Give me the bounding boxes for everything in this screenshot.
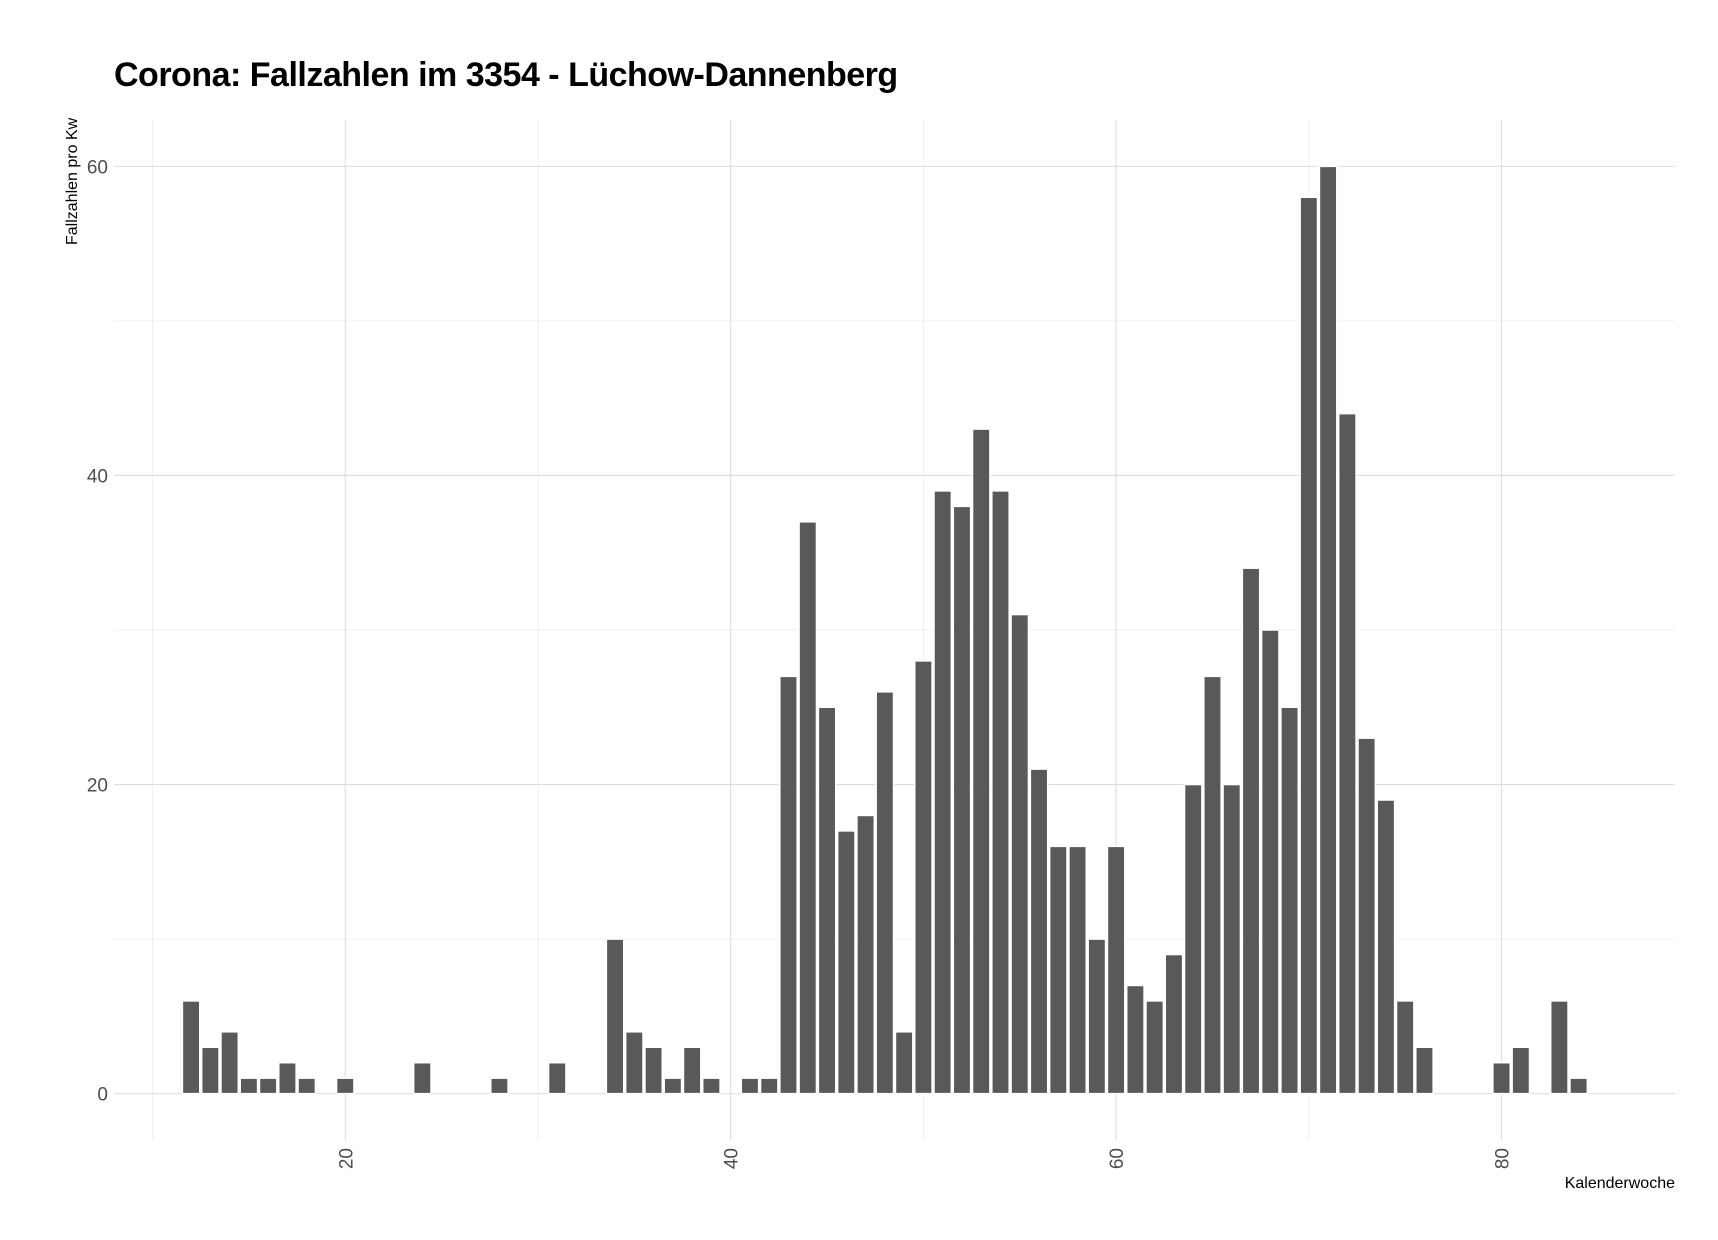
bar: [759, 1077, 779, 1095]
x-axis-title: Kalenderwoche: [1565, 1175, 1675, 1192]
bar: [547, 1061, 567, 1095]
y-tick-label: 60: [87, 157, 108, 178]
bar: [624, 1031, 644, 1095]
bar: [1222, 783, 1242, 1095]
bar: [1415, 1046, 1434, 1095]
bar: [913, 660, 933, 1095]
bar: [1376, 799, 1396, 1095]
bar: [1357, 737, 1377, 1095]
bar: [1241, 567, 1261, 1095]
bar: [1395, 1000, 1415, 1095]
y-tick-label: 0: [97, 1085, 108, 1106]
bar: [1203, 675, 1222, 1095]
bar: [663, 1077, 683, 1095]
bar: [1068, 845, 1088, 1095]
x-axis-ticks: 20 40 60 80: [336, 1148, 1513, 1169]
bar: [933, 490, 953, 1095]
bar: [1106, 845, 1126, 1095]
bar: [220, 1031, 240, 1095]
bar: [1125, 984, 1145, 1095]
chart-title: Corona: Fallzahlen im 3354 - Lüchow-Dann…: [114, 56, 898, 94]
bar: [239, 1077, 259, 1095]
bar: [1511, 1046, 1531, 1095]
bar: [836, 830, 856, 1095]
bar: [297, 1077, 317, 1095]
y-tick-label: 20: [87, 776, 108, 797]
x-tick-label: 80: [1493, 1148, 1514, 1169]
bar: [1492, 1061, 1511, 1095]
bar: [952, 505, 972, 1095]
bar: [1260, 629, 1280, 1095]
x-tick-label: 20: [336, 1148, 357, 1169]
bar: [644, 1046, 664, 1095]
bar: [181, 1000, 201, 1095]
bar: [278, 1061, 297, 1095]
bar: [894, 1031, 914, 1095]
bar: [798, 521, 818, 1095]
grid-lines: [114, 120, 1675, 1140]
bar: [779, 675, 798, 1095]
bar: [991, 490, 1010, 1095]
bar: [1164, 953, 1184, 1095]
bar: [1183, 783, 1203, 1095]
bar: [1029, 768, 1049, 1095]
bar: [1010, 613, 1030, 1095]
bar: [1087, 938, 1107, 1095]
bar: [740, 1077, 760, 1095]
bar: [701, 1077, 721, 1095]
bar: [335, 1077, 355, 1095]
y-tick-label: 40: [87, 466, 108, 487]
bar: [1337, 412, 1357, 1095]
y-axis-ticks: 0 20 40 60: [87, 157, 108, 1105]
bar: [412, 1061, 432, 1095]
bar: [682, 1046, 702, 1095]
bar: [1549, 1000, 1569, 1095]
bar: [1318, 165, 1338, 1095]
bar: [1145, 1000, 1165, 1095]
bar: [1048, 845, 1068, 1095]
x-tick-label: 60: [1107, 1148, 1128, 1169]
bar: [817, 706, 837, 1095]
bar: [258, 1077, 278, 1095]
x-tick-label: 40: [722, 1148, 743, 1169]
bar: [856, 814, 876, 1095]
bar: [1280, 706, 1299, 1095]
bars: [181, 165, 1589, 1095]
bar: [1299, 196, 1319, 1095]
bar: [200, 1046, 220, 1095]
bar: [875, 691, 895, 1095]
bar: [971, 428, 991, 1095]
bar: [1569, 1077, 1589, 1095]
bar: [490, 1077, 509, 1095]
bar: [605, 938, 625, 1095]
y-axis-title: Fallzahlen pro Kw: [64, 117, 81, 245]
